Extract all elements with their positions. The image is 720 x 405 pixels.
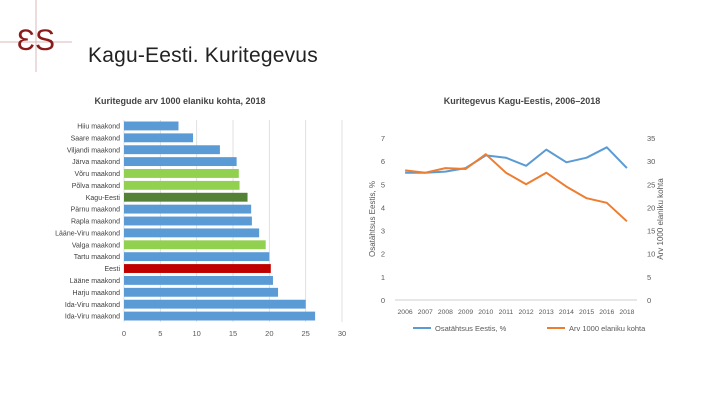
category-label: Rapla maakond — [71, 219, 120, 226]
bar — [124, 133, 194, 143]
category-label: Viljandi maakond — [67, 147, 120, 154]
category-label: Põlva maakond — [72, 183, 120, 190]
bar — [124, 252, 270, 262]
x-tick-label: 25 — [301, 329, 309, 338]
bar — [124, 287, 279, 297]
y-right-tick-label: 30 — [647, 157, 655, 166]
x-tick-label: 2008 — [438, 309, 453, 316]
category-label: Harju maakond — [73, 290, 121, 297]
legend-label: Arv 1000 elaniku kohta — [569, 324, 646, 333]
bar — [124, 228, 260, 238]
category-label: Järva maakond — [72, 159, 120, 166]
x-tick-label: 5 — [158, 329, 162, 338]
bar — [124, 121, 179, 131]
y-left-tick-label: 0 — [381, 296, 385, 305]
logo: ƐS — [0, 0, 72, 72]
bar — [124, 145, 220, 155]
x-tick-label: 20 — [265, 329, 273, 338]
category-label: Saare maakond — [71, 135, 121, 142]
y-right-tick-label: 15 — [647, 227, 655, 236]
y-right-tick-label: 25 — [647, 180, 655, 189]
bar-chart-crimes-per-1000: Kuritegude arv 1000 elaniku kohta, 2018 0… — [55, 96, 346, 338]
y-right-tick-label: 5 — [647, 273, 651, 282]
slide-title: Kagu-Eesti. Kuritegevus — [88, 44, 318, 67]
category-label: Kagu-Eesti — [86, 195, 121, 202]
bar — [124, 275, 273, 285]
bar — [124, 311, 316, 321]
category-label: Eesti — [104, 266, 120, 273]
x-tick-label: 2010 — [478, 309, 493, 316]
y-left-tick-label: 4 — [381, 203, 385, 212]
y-right-tick-label: 20 — [647, 203, 655, 212]
y-left-tick-label: 2 — [381, 250, 385, 259]
line-chart-crime-trend: Kuritegevus Kagu-Eestis, 2006–2018 0 1 2 3 4 5… — [368, 96, 665, 333]
category-label: Valga maakond — [72, 242, 120, 249]
y-left-tick-label: 7 — [381, 134, 385, 143]
category-label: Lääne maakond — [70, 278, 120, 285]
bar — [124, 192, 248, 202]
y-left-tick-label: 1 — [381, 273, 385, 282]
x-tick-label: 2007 — [418, 309, 433, 316]
x-tick-label: 2015 — [579, 309, 594, 316]
y-right-tick-label: 0 — [647, 296, 651, 305]
logo-mark: ƐS — [17, 24, 55, 57]
x-tick-label: 2009 — [458, 309, 473, 316]
category-label: Lääne-Viru maakond — [55, 230, 120, 237]
x-tick-label: 30 — [338, 329, 346, 338]
category-label: Ida-Viru maakond — [65, 314, 120, 321]
chart-title: Kuritegevus Kagu-Eestis, 2006–2018 — [444, 96, 601, 106]
x-tick-label: 0 — [122, 329, 126, 338]
x-tick-label: 10 — [192, 329, 200, 338]
x-tick-label: 2013 — [539, 309, 554, 316]
x-tick-label: 2014 — [559, 309, 574, 316]
x-tick-label: 15 — [229, 329, 237, 338]
category-label: Pärnu maakond — [71, 207, 121, 214]
y-left-tick-label: 6 — [381, 157, 385, 166]
y-left-tick-label: 3 — [381, 227, 385, 236]
bar — [124, 240, 266, 250]
bar — [124, 204, 252, 214]
y-right-tick-label: 10 — [647, 250, 655, 259]
bar — [124, 299, 306, 309]
category-label: Hiiu maakond — [77, 124, 120, 131]
bar — [124, 216, 252, 226]
y-right-tick-label: 35 — [647, 134, 655, 143]
y-left-tick-label: 5 — [381, 180, 385, 189]
bar — [124, 264, 271, 273]
y-left-axis-label: Osatähtsus Eestis, % — [368, 181, 377, 257]
x-tick-label: 2011 — [499, 309, 514, 316]
x-tick-label: 2018 — [619, 309, 634, 316]
bar — [124, 180, 240, 190]
series-line — [404, 153, 628, 223]
category-label: Tartu maakond — [74, 254, 120, 261]
legend-label: Osatähtsus Eestis, % — [435, 324, 507, 333]
category-label: Ida-Viru maakond — [65, 302, 120, 309]
x-tick-label: 2012 — [519, 309, 534, 316]
bar — [124, 169, 239, 178]
category-label: Võru maakond — [74, 171, 120, 178]
y-right-axis-label: Arv 1000 elaniku kohta — [656, 178, 665, 260]
bar — [124, 157, 237, 167]
series-line — [405, 146, 628, 174]
x-tick-label: 2016 — [599, 309, 614, 316]
chart-title: Kuritegude arv 1000 elaniku kohta, 2018 — [94, 96, 265, 106]
x-tick-label: 2006 — [398, 309, 413, 316]
